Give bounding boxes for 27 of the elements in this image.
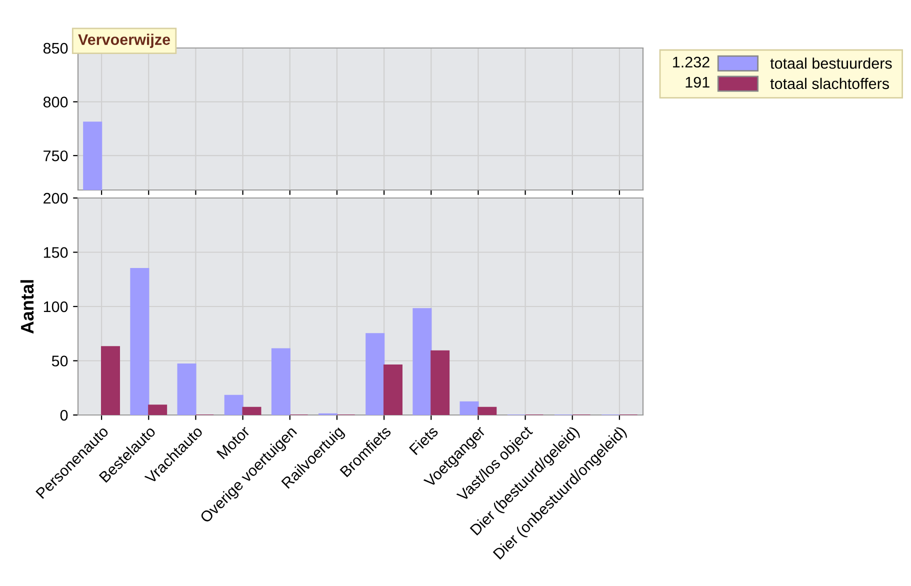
text: 1.232 — [673, 56, 710, 68]
y-tick-label: 850 — [43, 42, 68, 54]
bar — [430, 350, 450, 415]
legend-label: totaal slachtoffers — [770, 78, 889, 90]
bar — [148, 404, 168, 415]
y-tick-label: 100 — [44, 301, 68, 312]
bar — [412, 308, 432, 415]
y-tick-label: 200 — [44, 192, 68, 204]
legend-label: totaal bestuurders — [770, 58, 892, 69]
text: 191 — [686, 76, 710, 88]
bar — [130, 268, 150, 415]
bar — [366, 333, 385, 415]
bar — [242, 406, 262, 415]
y-axis-title: Aantal — [20, 280, 34, 334]
bar — [478, 406, 497, 415]
bar — [460, 401, 479, 415]
bar — [383, 364, 402, 415]
y-tick-label: 800 — [43, 96, 68, 108]
bar — [100, 346, 120, 415]
y-tick-label: 150 — [44, 247, 68, 258]
chart-title: Vervoerwijze — [78, 34, 170, 48]
y-tick-label: 750 — [44, 150, 68, 162]
bar — [224, 394, 244, 415]
y-tick-label: 50 — [52, 356, 68, 366]
bar — [271, 348, 290, 415]
y-tick-label: 0 — [60, 410, 68, 421]
bar — [177, 363, 196, 415]
